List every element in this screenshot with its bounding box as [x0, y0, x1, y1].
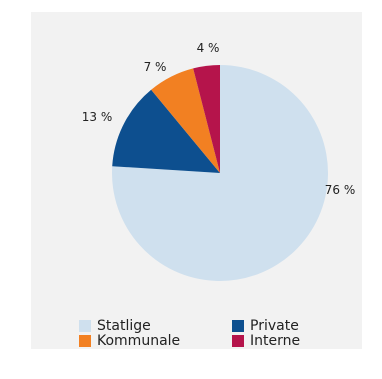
legend-swatch-kommunale [79, 335, 91, 347]
pie-slice-kommunale [151, 68, 220, 173]
legend-label-private: Private [250, 318, 299, 334]
legend-item-interne: Interne [232, 333, 300, 349]
chart-panel: 76 % 13 % 7 % 4 % Statlige Private Kommu… [31, 12, 362, 349]
legend-item-private: Private [232, 318, 299, 334]
legend: Statlige Private Kommunale Interne [31, 12, 362, 349]
legend-item-kommunale: Kommunale [79, 333, 180, 349]
legend-item-statlige: Statlige [79, 318, 151, 334]
legend-swatch-statlige [79, 320, 91, 332]
data-label-private: 13 % [81, 110, 113, 124]
legend-swatch-interne [232, 335, 244, 347]
data-label-interne: 4 % [196, 41, 220, 55]
legend-label-interne: Interne [250, 333, 301, 349]
data-label-kommunale: 7 % [143, 60, 167, 74]
legend-swatch-private [232, 320, 244, 332]
data-label-statlige: 76 % [324, 183, 356, 197]
legend-label-statlige: Statlige [97, 318, 151, 334]
pie-slice-interne [193, 65, 220, 173]
pie-chart [112, 65, 328, 281]
legend-label-kommunale: Kommunale [97, 333, 181, 349]
pie-slice-private [112, 89, 220, 173]
